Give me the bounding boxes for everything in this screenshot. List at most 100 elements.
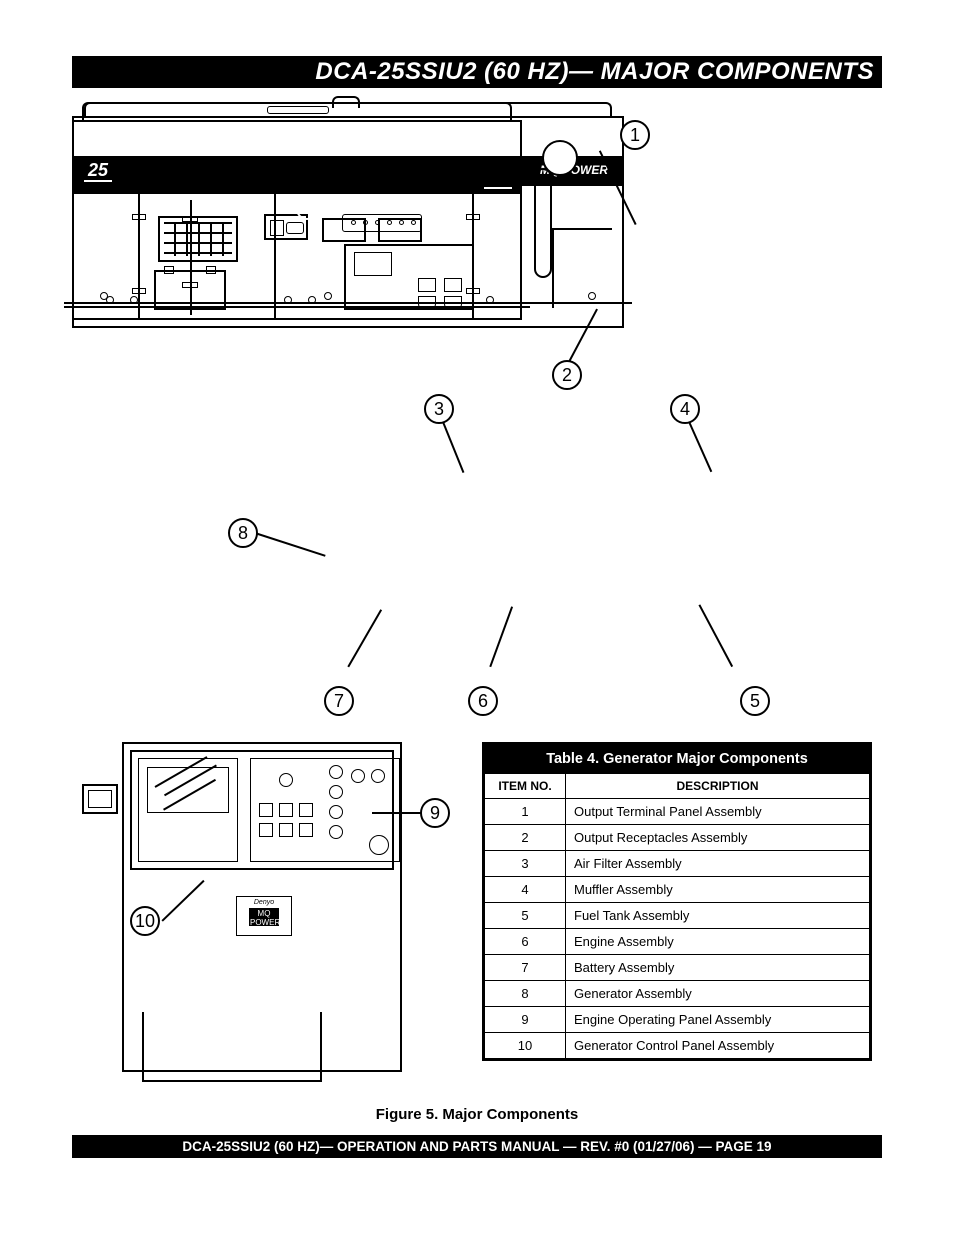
callout-number: 7 <box>334 691 344 711</box>
generator-end-view: Denyo MQ POWER 9 10 <box>72 742 442 1082</box>
callout-10: 10 <box>130 906 160 936</box>
hinge <box>466 288 480 294</box>
leader-line <box>372 812 424 814</box>
item-no: 4 <box>484 877 566 903</box>
panel-seam <box>274 188 276 318</box>
switch-icon <box>279 823 293 837</box>
gauge-icon <box>329 825 343 839</box>
mount-hole <box>100 292 108 300</box>
item-no: 1 <box>484 799 566 825</box>
base-skid <box>64 302 632 304</box>
section-header: DCA-25SSIU2 (60 HZ)— MAJOR COMPONENTS <box>72 56 882 88</box>
engine-component <box>322 218 366 242</box>
generator-control-panel <box>138 758 238 862</box>
major-components-table: Table 4. Generator Major Components ITEM… <box>482 742 872 1061</box>
diagrams-area: MQ POWER 25 <box>72 102 882 732</box>
model-number: 25 <box>88 160 108 181</box>
exhaust-pipe <box>534 168 552 278</box>
page-footer: DCA-25SSIU2 (60 HZ)— OPERATION AND PARTS… <box>72 1135 882 1158</box>
knob-icon <box>279 773 293 787</box>
leader-line <box>698 605 732 668</box>
table-row: 9Engine Operating Panel Assembly <box>484 1007 871 1033</box>
callout-number: 5 <box>750 691 760 711</box>
table-row: 6Engine Assembly <box>484 929 871 955</box>
table-row: 10Generator Control Panel Assembly <box>484 1033 871 1060</box>
badge-text: POWER <box>250 918 280 927</box>
base-frame <box>142 1012 322 1082</box>
brand-badge-inner: MQ POWER <box>249 908 279 926</box>
callout-number: 4 <box>680 399 690 419</box>
leader-line <box>687 418 712 472</box>
table-row: 1Output Terminal Panel Assembly <box>484 799 871 825</box>
item-desc: Air Filter Assembly <box>566 851 871 877</box>
leader-line <box>489 606 512 667</box>
callout-7: 7 <box>324 686 354 716</box>
figure-caption: Figure 5. Major Components <box>72 1106 882 1123</box>
callout-2: 2 <box>552 360 582 390</box>
callout-number: 8 <box>238 523 248 543</box>
leader-line <box>347 609 381 667</box>
item-desc: Engine Assembly <box>566 929 871 955</box>
engine-operating-panel <box>250 758 400 862</box>
indicator-icon <box>351 769 365 783</box>
panel-seam <box>472 188 474 318</box>
callout-number: 3 <box>434 399 444 419</box>
item-desc: Generator Control Panel Assembly <box>566 1033 871 1060</box>
sub-brand: Denyo <box>254 899 274 906</box>
side-box <box>82 784 118 814</box>
battery <box>154 270 226 310</box>
gauge-icon <box>329 765 343 779</box>
table-row: 7Battery Assembly <box>484 955 871 981</box>
item-no: 5 <box>484 903 566 929</box>
callout-6: 6 <box>468 686 498 716</box>
callout-number: 6 <box>478 691 488 711</box>
fuel-tank <box>552 228 612 308</box>
callout-3: 3 <box>424 394 454 424</box>
item-desc: Output Terminal Panel Assembly <box>566 799 871 825</box>
enclosure-body: 25 MQ POWER <box>72 116 624 328</box>
footer-text: DCA-25SSIU2 (60 HZ)— OPERATION AND PARTS… <box>182 1139 771 1154</box>
callout-5: 5 <box>740 686 770 716</box>
control-panel-area <box>130 750 394 870</box>
item-desc: Generator Assembly <box>566 981 871 1007</box>
col-header-item: ITEM NO. <box>484 774 566 799</box>
item-desc: Output Receptacles Assembly <box>566 825 871 851</box>
gauge-icon <box>329 785 343 799</box>
callout-number: 10 <box>135 911 155 931</box>
section-title: DCA-25SSIU2 (60 HZ)— MAJOR COMPONENTS <box>315 58 874 85</box>
lower-section: Denyo MQ POWER 9 10 Table 4. Generator M… <box>72 742 882 1082</box>
item-desc: Muffler Assembly <box>566 877 871 903</box>
hinge <box>466 214 480 220</box>
table-row: 4Muffler Assembly <box>484 877 871 903</box>
switch-icon <box>259 823 273 837</box>
item-no: 7 <box>484 955 566 981</box>
col-header-desc: DESCRIPTION <box>566 774 871 799</box>
callout-number: 2 <box>562 365 572 385</box>
callout-8: 8 <box>228 518 258 548</box>
callout-number: 9 <box>430 803 440 823</box>
generator-assembly <box>158 216 238 262</box>
switch-icon <box>259 803 273 817</box>
item-desc: Engine Operating Panel Assembly <box>566 1007 871 1033</box>
item-desc: Battery Assembly <box>566 955 871 981</box>
key-switch-icon <box>369 835 389 855</box>
generator-side-view: 25 MQ POWER <box>72 350 624 610</box>
item-desc: Fuel Tank Assembly <box>566 903 871 929</box>
switch-icon <box>299 803 313 817</box>
item-no: 8 <box>484 981 566 1007</box>
item-no: 6 <box>484 929 566 955</box>
table-row: 2Output Receptacles Assembly <box>484 825 871 851</box>
callout-number: 1 <box>630 125 640 145</box>
lifting-hook <box>332 96 360 108</box>
callout-1: 1 <box>620 120 650 150</box>
switch-icon <box>279 803 293 817</box>
table-row: 5Fuel Tank Assembly <box>484 903 871 929</box>
hinge <box>132 214 146 220</box>
badge-text: MQ <box>258 909 271 918</box>
table-row: 8Generator Assembly <box>484 981 871 1007</box>
engine-component <box>378 218 422 242</box>
item-no: 9 <box>484 1007 566 1033</box>
indicator-icon <box>371 769 385 783</box>
table-row: 3Air Filter Assembly <box>484 851 871 877</box>
gauge-icon <box>329 805 343 819</box>
